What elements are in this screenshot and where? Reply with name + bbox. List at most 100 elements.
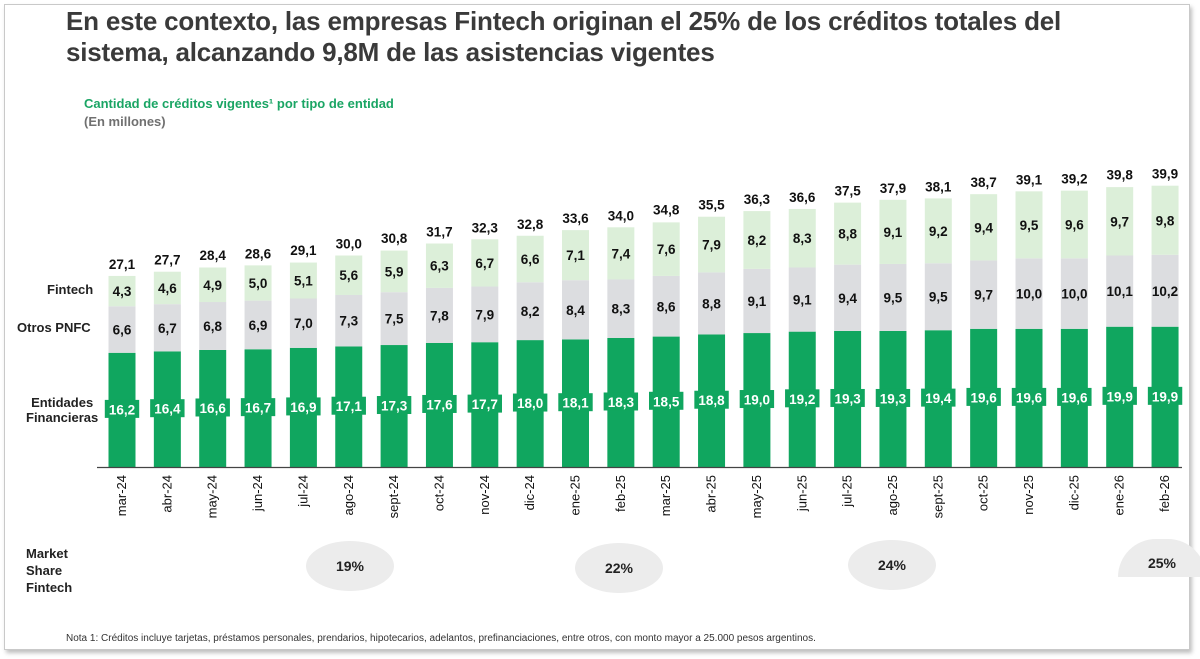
total-label: 34,8	[653, 203, 680, 218]
data-label: 9,5	[1020, 218, 1039, 233]
data-label-bg	[512, 393, 548, 412]
data-label-bg	[195, 398, 230, 417]
total-label: 39,1	[1016, 172, 1043, 187]
x-tick-label: jul-25	[840, 475, 855, 508]
bar-segment-fintech	[652, 222, 680, 276]
bar-segment-fintech	[698, 216, 726, 273]
chart-unit-subtitle: (En millones)	[84, 114, 166, 129]
x-tick-label: abr-25	[704, 475, 719, 513]
data-label: 6,8	[203, 319, 222, 334]
total-label: 27,1	[109, 257, 136, 272]
data-label: 10,2	[1152, 284, 1178, 299]
data-label: 7,6	[657, 242, 676, 257]
row-label-entidades-line1: Entidades	[31, 395, 94, 410]
total-label: 36,6	[789, 190, 816, 205]
data-label-bg	[150, 399, 185, 418]
total-label: 36,3	[744, 192, 771, 207]
chart-title: Cantidad de créditos vigentes¹ por tipo …	[84, 96, 394, 111]
bar-segment-otros-pnfc	[516, 282, 544, 341]
total-label: 30,8	[381, 231, 408, 246]
x-tick-label: oct-24	[431, 475, 446, 511]
x-tick-label: oct-25	[976, 475, 991, 511]
total-label: 33,6	[562, 211, 589, 226]
data-label: 19,9	[1107, 389, 1133, 404]
x-tick-label: ene-25	[568, 475, 583, 515]
data-label: 9,1	[793, 293, 812, 308]
bar-segment-fintech	[199, 267, 227, 303]
x-tick-label: sept-25	[930, 475, 945, 518]
data-label: 8,6	[657, 299, 676, 314]
x-tick-label: ene-26	[1112, 475, 1127, 515]
data-label: 18,1	[562, 396, 589, 411]
bar-segment-otros-pnfc	[743, 268, 771, 334]
x-tick-label: jun-25	[794, 475, 809, 512]
bar-segment-fintech	[471, 239, 499, 287]
data-label-bg	[1102, 386, 1137, 405]
market-share-label-line3: Fintech	[26, 580, 73, 595]
bar-segment-otros-pnfc	[1060, 258, 1088, 329]
data-label: 7,4	[611, 246, 630, 261]
total-label: 35,5	[698, 198, 725, 213]
total-label: 31,7	[426, 225, 452, 240]
x-tick-label: abr-24	[159, 475, 174, 513]
data-label: 19,9	[1152, 389, 1178, 404]
bar-segment-fintech	[108, 275, 136, 307]
bar-segment-fintech	[924, 198, 952, 264]
data-label: 19,6	[1016, 390, 1043, 405]
data-label: 6,6	[521, 252, 540, 267]
data-label: 9,8	[1156, 213, 1175, 228]
market-share-bubble: 22%	[575, 543, 663, 593]
bar-segment-otros-pnfc	[1151, 254, 1179, 327]
data-label-bg	[422, 394, 457, 413]
x-tick-label: feb-26	[1157, 475, 1172, 512]
market-share-label-line1: Market	[26, 546, 68, 561]
row-label-entidades-line2: Financieras	[26, 410, 99, 425]
data-label-bg	[286, 397, 321, 416]
bar-segment-otros-pnfc	[108, 306, 136, 353]
x-tick-label: may-25	[749, 475, 764, 518]
total-label: 37,5	[834, 184, 861, 199]
stacked-bar-chart: 16,2 6,6 4,3 27,1 mar-24 16,4 6,7 4,6 27,7 abr-24…	[97, 167, 1183, 518]
data-label: 9,2	[929, 224, 948, 239]
bar-segment-otros-pnfc	[425, 287, 453, 343]
total-label: 32,8	[517, 217, 544, 232]
total-label: 28,4	[200, 248, 227, 263]
data-label: 8,2	[748, 233, 767, 248]
x-tick-label: jun-24	[250, 475, 265, 512]
data-label: 7,8	[430, 308, 449, 323]
data-label: 9,1	[748, 294, 767, 309]
total-label: 39,9	[1152, 167, 1178, 182]
data-label-bg	[240, 398, 276, 417]
data-label: 9,6	[1065, 217, 1084, 232]
data-label: 6,6	[113, 323, 132, 338]
data-label: 18,5	[653, 394, 680, 409]
x-tick-label: dic-25	[1066, 475, 1081, 510]
chart-frame	[4, 4, 1190, 650]
data-label: 9,1	[884, 225, 903, 240]
x-tick-label: mar-25	[658, 475, 673, 516]
data-label: 7,3	[339, 314, 358, 329]
bar-segment-otros-pnfc	[607, 279, 635, 338]
data-label-bg	[875, 388, 911, 407]
bar-segment-otros-pnfc	[879, 263, 907, 331]
data-label: 8,3	[611, 302, 630, 317]
row-label-fintech: Fintech	[47, 282, 94, 297]
bar-segment-fintech	[516, 235, 544, 283]
data-label: 6,7	[158, 321, 177, 336]
bar-segment-fintech	[834, 202, 862, 265]
data-label: 18,0	[517, 396, 543, 411]
data-label: 10,0	[1061, 287, 1087, 302]
data-label: 16,9	[290, 400, 316, 415]
data-label-bg	[1147, 386, 1183, 405]
total-label: 37,9	[880, 181, 906, 196]
data-label: 5,6	[339, 268, 358, 283]
data-label: 5,0	[249, 276, 268, 291]
data-label-bg	[739, 390, 775, 409]
total-label: 39,2	[1061, 172, 1087, 187]
data-label: 19,0	[744, 393, 770, 408]
data-label-bg	[331, 396, 366, 415]
total-label: 28,6	[245, 246, 272, 261]
data-label: 17,6	[426, 397, 453, 412]
bar-segment-fintech	[244, 265, 272, 301]
data-label: 7,9	[475, 307, 494, 322]
